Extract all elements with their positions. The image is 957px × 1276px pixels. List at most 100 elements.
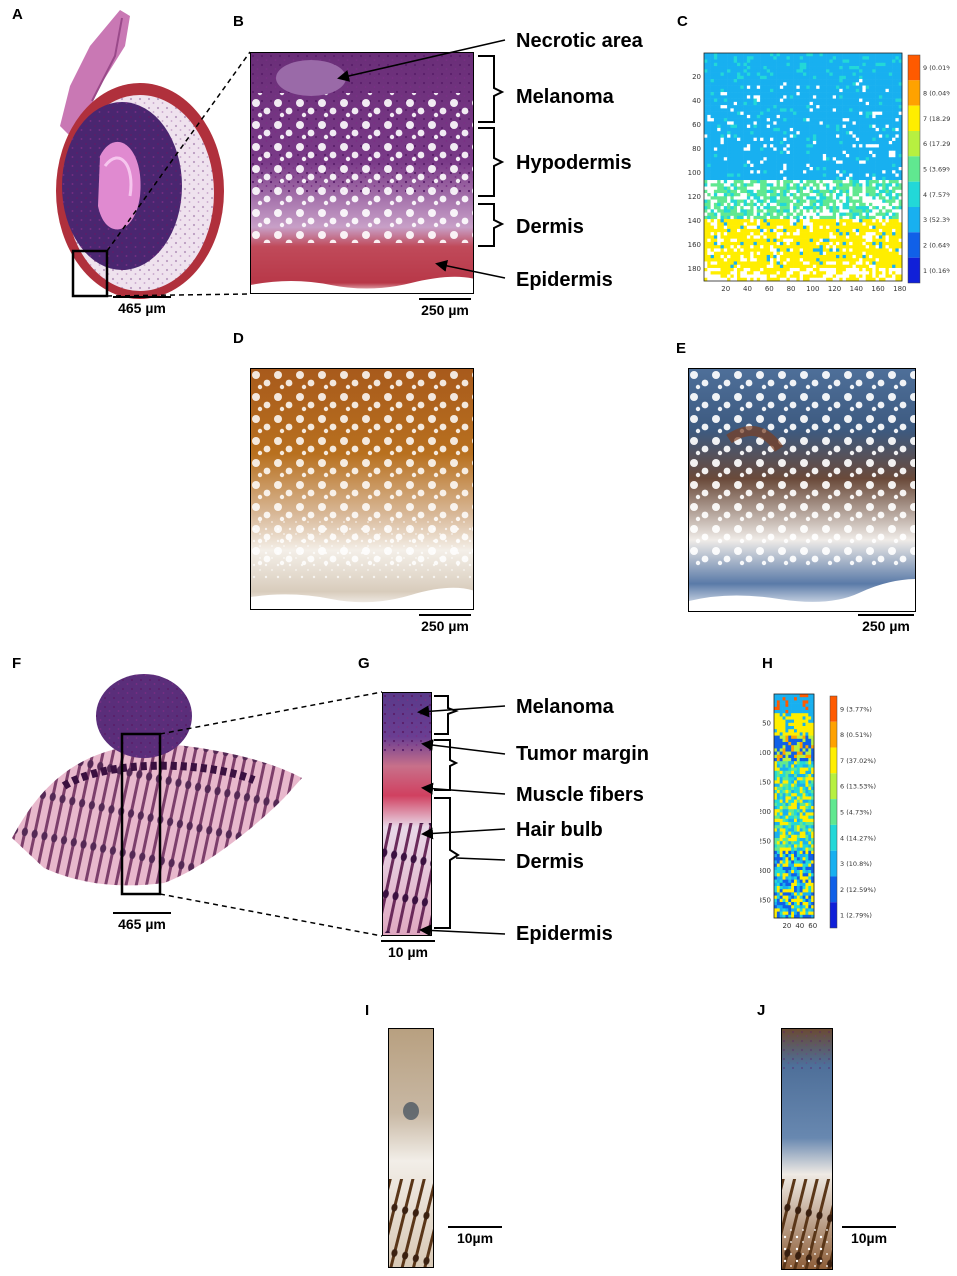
- panel-h-colorbar-label: 8 (0.51%): [840, 731, 872, 739]
- zoom-line-f-top: [159, 691, 383, 735]
- panel-h-colorbar-swatch: [830, 876, 837, 903]
- panel-b-letter: B: [233, 13, 244, 30]
- panel-c-colorbar-swatch: [908, 80, 920, 106]
- panel-c-colorbar-swatch: [908, 181, 920, 207]
- panel-g-label-muscle-fibers: Muscle fibers: [516, 784, 644, 806]
- panel-f-letter: F: [12, 655, 22, 672]
- panel-h-colorbar-label: 3 (10.8%): [840, 860, 872, 868]
- panel-c-y-tick: 100: [688, 169, 701, 177]
- panel-c-x-tick: 80: [787, 285, 796, 293]
- panel-h-colorbar-swatch: [830, 696, 837, 722]
- panel-h-y-tick: 50: [762, 719, 771, 727]
- panel-h-y-tick: 250: [760, 837, 771, 845]
- panel-h-heatmap: 20 40 60 50 100 150 200 250 300 350 9 (3.77%) 8 (…: [760, 693, 876, 930]
- panel-h-x-tick: 40: [795, 922, 804, 930]
- panel-c-x-tick: 120: [828, 285, 841, 293]
- panel-h-colorbar-swatch: [830, 824, 837, 851]
- panel-g-label-hair-bulb: Hair bulb: [516, 819, 603, 841]
- zoom-line-a-top: [106, 51, 251, 252]
- arrow-g-hair-bulb: [421, 827, 506, 840]
- panel-c-letter: C: [677, 13, 688, 30]
- panel-f-scale-label: 465 µm: [118, 916, 166, 932]
- brace-g-dermis: [434, 797, 460, 929]
- panel-c-y-tick: 140: [688, 217, 701, 225]
- panel-h-colorbar-label: 7 (37.02%): [840, 757, 876, 765]
- panel-d-scale-label: 250 µm: [421, 618, 469, 634]
- panel-c-x-tick: 160: [871, 285, 884, 293]
- panel-j-image: [781, 1028, 833, 1270]
- panel-h-y-tick: 300: [760, 867, 771, 875]
- panel-h-x-tick: 60: [808, 922, 817, 930]
- panel-g-label-dermis: Dermis: [516, 851, 584, 873]
- panel-i-scale-label: 10µm: [456, 1230, 494, 1246]
- panel-c-colorbar-label: 7 (18.29%): [923, 115, 950, 123]
- line-g-dermis: [455, 857, 506, 861]
- panel-h-colorbar-label: 4 (14.27%): [840, 834, 876, 842]
- panel-h-colorbar-swatch: [830, 773, 837, 800]
- panel-e-image: [688, 368, 916, 612]
- panel-b-label-necrotic-area: Necrotic area: [516, 30, 643, 52]
- panel-j-letter: J: [757, 1002, 766, 1019]
- panel-c-x-tick: 20: [721, 285, 730, 293]
- panel-c-y-tick: 80: [692, 145, 701, 153]
- brace-g-melanoma: [434, 695, 459, 735]
- panel-h-colorbar-swatch: [830, 799, 837, 825]
- panel-c-x-tick: 60: [765, 285, 774, 293]
- panel-d-letter: D: [233, 330, 244, 347]
- panel-c-colorbar-swatch: [908, 232, 920, 258]
- panel-g-letter: G: [358, 655, 370, 672]
- panel-h-colorbar-swatch: [830, 721, 837, 748]
- panel-c-y-tick: 160: [688, 241, 701, 249]
- panel-h-y-tick: 150: [760, 778, 771, 786]
- panel-c-x-tick: 180: [893, 285, 906, 293]
- panel-g-label-epidermis: Epidermis: [516, 923, 613, 945]
- panel-e-scalebar: 250 µm: [856, 614, 916, 634]
- panel-h-y-tick: 100: [760, 749, 771, 757]
- panel-h-y-tick: 350: [760, 896, 771, 904]
- panel-b-label-melanoma: Melanoma: [516, 86, 614, 108]
- panel-c-y-tick: 120: [688, 193, 701, 201]
- panel-g-image: [382, 692, 432, 936]
- panel-c-colorbar-swatch: [908, 156, 920, 182]
- panel-a-tissue-image: [56, 10, 224, 299]
- panel-c-y-tick: 60: [692, 121, 701, 129]
- panel-b-label-dermis: Dermis: [516, 216, 584, 238]
- panel-c-colorbar-label: 8 (0.04%): [923, 90, 950, 98]
- panel-b-image: [250, 52, 474, 294]
- panel-c-colorbar-label: 4 (7.57%): [923, 191, 950, 199]
- panel-e-letter: E: [676, 340, 687, 357]
- panel-b-label-epidermis: Epidermis: [516, 269, 613, 291]
- panel-i-scalebar: 10µm: [446, 1226, 504, 1246]
- panel-c-colorbar-label: 1 (0.16%): [923, 267, 950, 275]
- brace-hypodermis: [478, 127, 505, 197]
- panel-c-colorbar-swatch: [908, 257, 920, 283]
- panel-g-label-melanoma: Melanoma: [516, 696, 614, 718]
- panel-h-colorbar-swatch: [830, 850, 837, 877]
- panel-c-colorbar-label: 3 (52.3%): [923, 216, 950, 224]
- panel-b-scale-label: 250 µm: [421, 302, 469, 318]
- panel-c-heatmap: 20 40 60 80 100 120 140 160 180 20 40 60 80 100 120 14…: [688, 52, 950, 293]
- arrow-g-melanoma: [417, 705, 506, 718]
- panel-c-x-tick: 40: [743, 285, 752, 293]
- panel-h-colorbar-label: 1 (2.79%): [840, 912, 872, 920]
- panel-e-scale-label: 250 µm: [862, 618, 910, 634]
- panel-g-scalebar: 10 µm: [380, 940, 436, 960]
- panel-c-colorbar-swatch: [908, 207, 920, 233]
- panel-b-label-hypodermis: Hypodermis: [516, 152, 632, 174]
- zoom-line-f-bottom: [159, 893, 383, 937]
- zoom-line-a-bottom: [106, 293, 251, 297]
- panel-h-colorbar-label: 5 (4.73%): [840, 809, 872, 817]
- panel-c-colorbar-label: 2 (0.64%): [923, 242, 950, 250]
- panel-c-y-tick: 180: [688, 265, 701, 273]
- panel-d-image: [250, 368, 474, 610]
- panel-c-x-tick: 140: [850, 285, 863, 293]
- panel-h-colorbar-label: 6 (13.53%): [840, 783, 876, 791]
- arrow-g-muscle-fibers: [421, 782, 506, 795]
- panel-c-x-tick: 100: [806, 285, 819, 293]
- panel-h-colorbar-label: 9 (3.77%): [840, 705, 872, 713]
- panel-h-y-tick: 200: [760, 808, 771, 816]
- arrow-g-tumor-margin: [421, 739, 506, 755]
- panel-g-scale-label: 10 µm: [388, 944, 428, 960]
- panel-a-scale-label: 465 µm: [118, 300, 166, 316]
